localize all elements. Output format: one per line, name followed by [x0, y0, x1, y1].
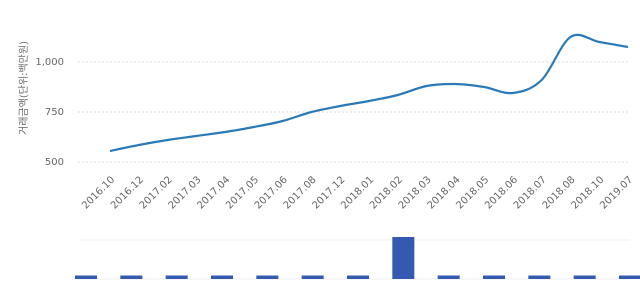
bar: [75, 275, 97, 279]
bar: [256, 275, 279, 279]
bar: [483, 275, 505, 279]
bar: [120, 275, 143, 279]
bar: [392, 237, 415, 279]
bar: [437, 275, 460, 279]
bar: [573, 275, 596, 279]
y-tick-label: 750: [45, 107, 64, 118]
bar: [301, 275, 324, 279]
bar: [528, 275, 551, 279]
y-axis-label: 거래금액(단위:백만원): [17, 41, 30, 135]
bar: [211, 275, 233, 279]
bar: [619, 275, 640, 279]
bar: [165, 275, 188, 279]
y-tick-label: 1,000: [35, 57, 64, 68]
bar: [347, 275, 369, 279]
y-tick-label: 500: [45, 157, 64, 168]
line: [109, 33, 629, 153]
